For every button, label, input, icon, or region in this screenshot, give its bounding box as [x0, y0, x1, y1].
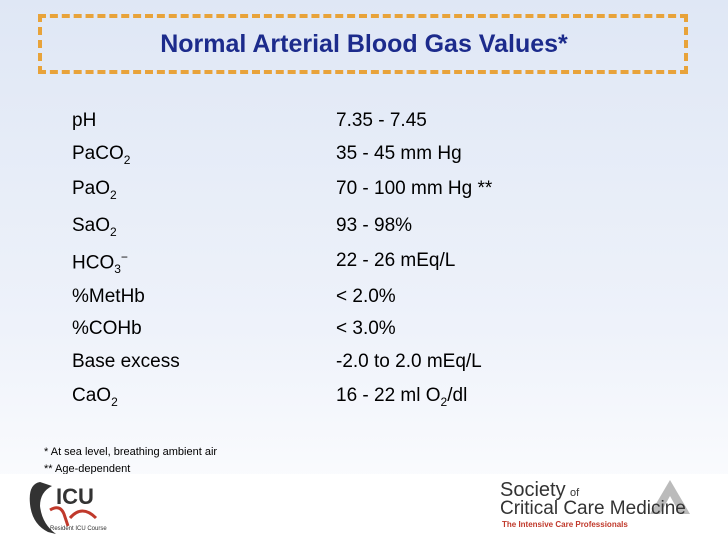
footnote: ** Age-dependent — [44, 463, 131, 475]
row-value-part: 70 - 100 mm Hg ** — [336, 178, 493, 199]
row-label-part: %MetHb — [72, 286, 145, 307]
row-value-part: -2.0 to 2.0 mEq/L — [336, 351, 482, 372]
row-value-part: < 2.0% — [336, 286, 396, 307]
logo-tagline: The Intensive Care Professionals — [502, 520, 628, 529]
row-label-part: HCO — [72, 252, 115, 274]
row-value-part: /dl — [447, 385, 468, 406]
row-value-part: < 3.0% — [336, 318, 396, 339]
row-label: CaO2 — [72, 385, 118, 409]
logo-name: Society — [500, 479, 566, 501]
row-label: PaO2 — [72, 178, 117, 202]
row-label: Base excess — [72, 351, 180, 373]
footnote: * At sea level, breathing ambient air — [44, 446, 218, 458]
row-label-part: 2 — [123, 152, 131, 167]
logo-pulse — [49, 506, 98, 527]
row-label-part: 2 — [111, 394, 118, 409]
logo-line2: Critical Care Medicine — [500, 498, 686, 519]
row-label: HCO3− — [72, 250, 128, 276]
row-label-part: 2 — [110, 224, 117, 239]
logo-mark: ICU — [56, 484, 94, 509]
row-label-part: Base excess — [72, 351, 180, 372]
logo-band: ICU Resident ICU Course Society of Criti… — [0, 474, 728, 546]
logo-shape — [29, 482, 56, 534]
row-value: 70 - 100 mm Hg ** — [336, 178, 492, 200]
row-value-part: 7.35 - 7.45 — [336, 110, 427, 131]
row-value-part: 22 - 26 mEq/L — [336, 250, 456, 271]
row-label: SaO2 — [72, 215, 117, 239]
row-value-part: 93 - 98% — [336, 215, 413, 236]
row-value-part: 35 - 45 mm Hg — [336, 143, 462, 164]
row-value: 35 - 45 mm Hg — [336, 143, 462, 165]
row-value-part: 16 - 22 ml O — [336, 385, 441, 406]
row-label: %COHb — [72, 318, 142, 340]
row-label-part: 2 — [110, 187, 117, 202]
row-value-part: 2 — [440, 394, 448, 409]
row-label: pH — [72, 110, 96, 132]
row-label-part: 3 — [114, 262, 121, 277]
row-value: -2.0 to 2.0 mEq/L — [336, 351, 482, 373]
row-value: 93 - 98% — [336, 215, 412, 237]
row-value: 16 - 22 ml O2/dl — [336, 385, 467, 409]
row-value: < 2.0% — [336, 286, 396, 308]
logo-caption: Resident ICU Course — [50, 526, 107, 532]
row-label-part: SaO — [72, 215, 111, 236]
row-label: PaCO2 — [72, 143, 130, 167]
title: Normal Arterial Blood Gas Values* — [160, 30, 568, 58]
row-label-part: pH — [72, 110, 97, 131]
row-value: < 3.0% — [336, 318, 396, 340]
logos: ICU Resident ICU Course Society of Criti… — [29, 479, 690, 534]
logo-triangle-inner — [660, 496, 680, 514]
row-label-part: PaCO — [72, 143, 124, 164]
row-label: %MetHb — [72, 286, 145, 308]
logo-of: of — [570, 487, 580, 499]
row-label-part: − — [120, 250, 128, 264]
row-value: 22 - 26 mEq/L — [336, 250, 455, 272]
row-label-part: CaO — [72, 385, 112, 406]
row-label-part: PaO — [72, 178, 111, 199]
row-label-part: %COHb — [72, 318, 142, 339]
title-frame — [38, 14, 688, 74]
row-value: 7.35 - 7.45 — [336, 110, 427, 132]
